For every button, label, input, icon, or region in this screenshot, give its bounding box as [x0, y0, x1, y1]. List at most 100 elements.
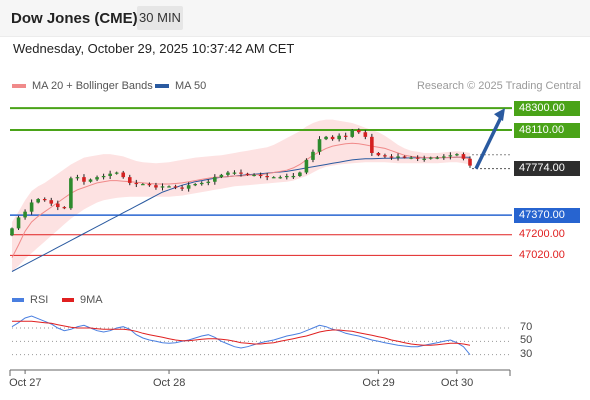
candle [383, 155, 387, 157]
candle [42, 199, 47, 201]
candle [389, 156, 394, 158]
candle [186, 185, 191, 189]
candle [455, 154, 459, 156]
x-tick-label: Oct 29 [362, 377, 395, 389]
candle [180, 187, 184, 189]
candle [291, 175, 296, 178]
candle [29, 202, 34, 212]
rsi-tick-label: 70 [520, 321, 533, 333]
candle [245, 173, 250, 175]
bollinger-band [12, 119, 470, 272]
candle [147, 184, 152, 186]
candle [271, 177, 276, 179]
timeframe-button[interactable]: 30 MIN [137, 6, 183, 30]
candle [62, 207, 67, 209]
level-tag-48300: 48300.00 [514, 100, 580, 116]
candle [10, 228, 14, 236]
candle [219, 174, 224, 178]
level-tag-47774: 47774.00 [514, 161, 580, 177]
candle [370, 136, 374, 153]
rsi-swatch [12, 298, 24, 303]
candle [442, 156, 446, 158]
candle [36, 199, 40, 203]
legend-9ma: 9MA [62, 294, 103, 306]
legend-ma20: MA 20 + Bollinger Bands [12, 80, 153, 92]
candle [317, 139, 322, 152]
x-tick-label: Oct 30 [440, 377, 474, 389]
candle [258, 174, 263, 177]
rsi-9ma-line [12, 320, 471, 346]
legend-9ma-label: 9MA [80, 294, 103, 306]
candle [213, 177, 217, 182]
candle [206, 181, 211, 183]
candle [356, 129, 361, 133]
candle [82, 177, 86, 182]
chart-header: Dow Jones (CME) 30 MIN [0, 0, 590, 37]
candle [252, 174, 256, 177]
candle [285, 175, 289, 178]
legend-ma20-label: MA 20 + Bollinger Bands [32, 80, 153, 92]
candle [226, 172, 230, 175]
candle [108, 173, 112, 176]
credit-label: Research © 2025 Trading Central [416, 80, 581, 92]
candle [415, 157, 420, 159]
candle [232, 172, 237, 174]
candle [114, 172, 119, 174]
candle [134, 182, 139, 185]
level-tag-47020: 47020.00 [519, 248, 565, 261]
candle [121, 172, 126, 178]
candle [193, 184, 197, 186]
projection-arrowhead [494, 108, 505, 122]
candle [324, 136, 328, 140]
candle [409, 157, 413, 159]
candle [422, 158, 426, 160]
candle [127, 177, 132, 183]
candle [396, 156, 400, 158]
candle [141, 184, 145, 186]
candle [363, 132, 368, 137]
candle [101, 175, 106, 178]
candle [49, 200, 54, 204]
candle [402, 156, 407, 158]
candle [278, 177, 283, 179]
datetime-label: Wednesday, October 29, 2025 10:37:42 AM … [13, 41, 295, 56]
candle [154, 185, 158, 188]
candle [350, 129, 355, 137]
legend-ma50: MA 50 [155, 80, 206, 92]
candle [435, 157, 440, 159]
candle [376, 152, 381, 156]
candle [69, 178, 73, 209]
ma9-swatch [62, 298, 74, 303]
candle [461, 154, 466, 159]
candle [95, 177, 99, 180]
candle [199, 182, 204, 185]
level-tag-48110: 48110.00 [514, 122, 580, 138]
candle [468, 158, 472, 166]
level-tag-47370: 47370.00 [514, 207, 580, 223]
candle [167, 186, 171, 188]
x-tick-label: Oct 27 [9, 377, 42, 389]
candle [428, 157, 433, 159]
candle [343, 135, 348, 137]
candle [265, 175, 269, 178]
x-tick-label: Oct 28 [153, 377, 186, 389]
symbol-title: Dow Jones (CME) [11, 10, 138, 27]
candle [298, 172, 302, 176]
candle [304, 159, 309, 173]
rsi-tick-label: 30 [520, 347, 533, 360]
projection-arrow [474, 114, 504, 170]
candle [16, 217, 21, 229]
candle [330, 136, 335, 140]
level-tag-47200: 47200.00 [519, 228, 565, 241]
candle [56, 203, 60, 208]
candle [448, 155, 453, 157]
candle [239, 172, 243, 174]
legend-rsi-label: RSI [30, 294, 49, 306]
legend-ma50-label: MA 50 [175, 80, 207, 92]
candle [173, 186, 178, 188]
ma20-swatch [12, 84, 26, 89]
rsi-line [11, 315, 471, 356]
legend-rsi: RSI [12, 294, 48, 306]
candle [311, 151, 315, 160]
